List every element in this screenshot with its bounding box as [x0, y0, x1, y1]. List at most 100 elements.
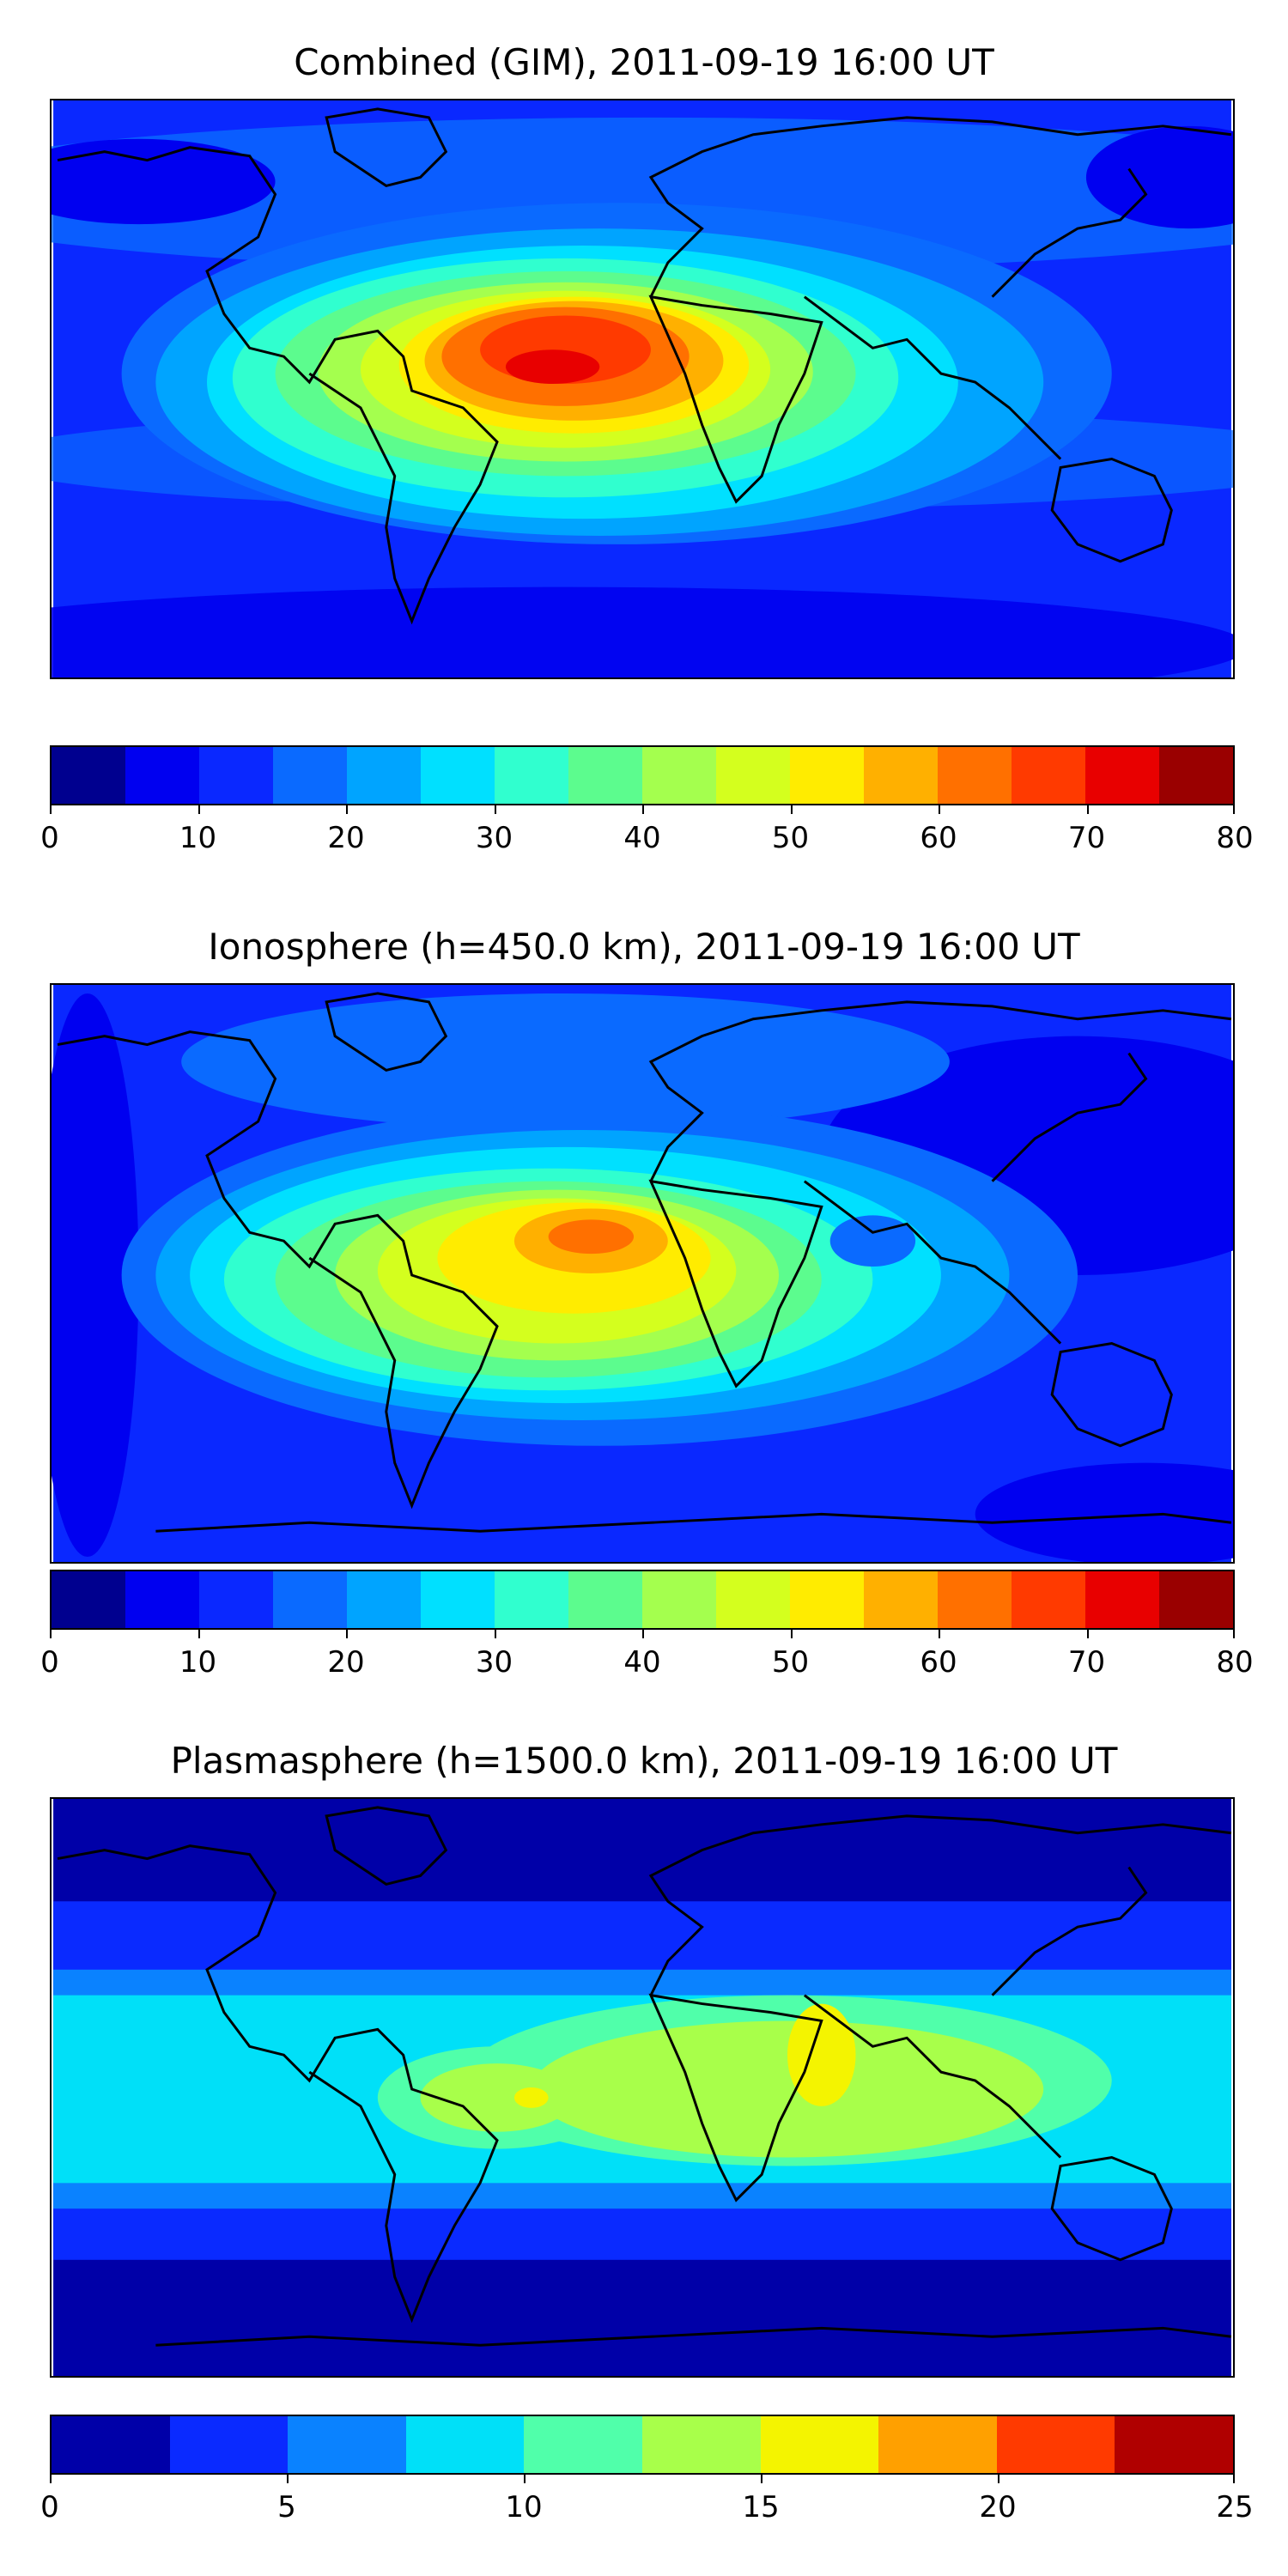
map-combined: [50, 99, 1235, 679]
colorbar-tick: [50, 2475, 52, 2483]
colorbar-segment: [1115, 2416, 1233, 2473]
colorbar-tick-label: 70: [1067, 1645, 1106, 1680]
colorbar-segment: [642, 747, 716, 804]
colorbar-segment: [938, 747, 1012, 804]
colorbar-segment: [52, 747, 125, 804]
colorbar-segment: [495, 747, 568, 804]
colorbar-tick-label: 20: [327, 1645, 365, 1680]
colorbar-segment: [347, 747, 421, 804]
colorbar-tick-label: 30: [475, 1645, 513, 1680]
colorbar-tick-label: 10: [179, 1645, 217, 1680]
coastlines: [57, 1806, 1232, 2347]
colorbar-tick-label: 10: [505, 2490, 543, 2524]
colorbar-tick: [642, 1630, 644, 1638]
colorbar-ticks-plasmasphere: 0 5 10 15 20 25: [40, 2475, 1254, 2526]
colorbar-tick: [1086, 805, 1089, 814]
colorbar-tick: [1233, 1630, 1235, 1638]
colorbar-segment: [273, 747, 347, 804]
colorbar-tick: [287, 2475, 289, 2483]
colorbar-tick-label: 40: [623, 1645, 661, 1680]
colorbar-segment: [52, 1571, 125, 1628]
colorbar-tick: [1233, 2475, 1235, 2483]
colorbar-tick: [197, 1630, 200, 1638]
colorbar-tick: [939, 805, 940, 814]
colorbar-tick-label: 15: [742, 2490, 780, 2524]
colorbar-segment: [524, 2416, 642, 2473]
colorbar-tick: [1086, 1630, 1089, 1638]
colorbar-segment: [125, 1571, 199, 1628]
colorbar-tick: [494, 1630, 496, 1638]
colorbar-tick-label: 80: [1216, 821, 1254, 855]
colorbar-segment: [996, 2416, 1115, 2473]
colorbar-ticks-ionosphere: 0 10 20 30 40 50 60 70 80: [40, 1630, 1254, 1681]
colorbar-segment: [52, 2416, 170, 2473]
colorbar-segment: [938, 1571, 1012, 1628]
colorbar-segment: [199, 747, 273, 804]
colorbar-segment: [1085, 747, 1159, 804]
colorbar-segment: [641, 2416, 761, 2473]
colorbar-segment: [760, 2416, 879, 2473]
colorbar-tick-label: 40: [623, 821, 661, 855]
colorbar-tick: [1233, 805, 1235, 814]
colorbar-segment: [1085, 1571, 1159, 1628]
map-ionosphere: [50, 983, 1235, 1564]
colorbar-tick-label: 50: [771, 1645, 810, 1680]
panel-title-combined: Combined (GIM), 2011-09-19 16:00 UT: [294, 41, 994, 83]
colorbar-segment: [421, 747, 495, 804]
colorbar-tick-label: 70: [1067, 821, 1106, 855]
colorbar-segment: [347, 1571, 421, 1628]
colorbar-segment: [1012, 1571, 1085, 1628]
colorbar-tick-label: 5: [277, 2490, 296, 2524]
colorbar-segment: [716, 1571, 790, 1628]
colorbar-tick-label: 30: [475, 821, 513, 855]
coastlines: [57, 992, 1232, 1533]
colorbar-segment: [495, 1571, 568, 1628]
colorbar-segment: [878, 2416, 997, 2473]
colorbar-tick-label: 60: [920, 1645, 957, 1680]
colorbar-tick: [939, 1630, 940, 1638]
colorbar-tick-label: 0: [40, 2490, 59, 2524]
colorbar-tick-label: 0: [40, 821, 59, 855]
colorbar-tick-label: 50: [771, 821, 810, 855]
map-plasmasphere: [50, 1797, 1235, 2378]
colorbar-tick: [50, 1630, 52, 1638]
colorbar-segment: [864, 1571, 938, 1628]
colorbar-tick-label: 20: [979, 2490, 1017, 2524]
colorbar-segment: [125, 747, 199, 804]
colorbar-tick: [197, 805, 200, 814]
colorbar-tick: [998, 2475, 999, 2483]
colorbar-plasmasphere: [50, 2415, 1235, 2475]
colorbar-tick: [50, 805, 52, 814]
colorbar-tick: [790, 805, 793, 814]
colorbar-segment: [568, 1571, 642, 1628]
colorbar-tick: [524, 2475, 526, 2483]
colorbar-segment: [1012, 747, 1085, 804]
colorbar-tick: [494, 805, 496, 814]
colorbar-segment: [421, 1571, 495, 1628]
colorbar-tick: [346, 805, 348, 814]
colorbar-segment: [169, 2416, 289, 2473]
colorbar-segment: [199, 1571, 273, 1628]
colorbar-tick-label: 20: [327, 821, 365, 855]
colorbar-tick-label: 0: [40, 1645, 59, 1680]
panel-title-ionosphere: Ionosphere (h=450.0 km), 2011-09-19 16:0…: [208, 926, 1080, 968]
tec-contour-map-combined: [52, 100, 1233, 677]
colorbar-segment: [405, 2416, 525, 2473]
tec-contour-map-plasmasphere: [53, 1799, 1232, 2376]
colorbar-segment: [716, 747, 790, 804]
colorbar-tick-label: 25: [1216, 2490, 1254, 2524]
colorbar-segment: [790, 1571, 864, 1628]
colorbar-segment: [790, 747, 864, 804]
colorbar-ticks-combined: 0 10 20 30 40 50 60 70 80: [40, 805, 1254, 857]
colorbar-segment: [288, 2416, 406, 2473]
colorbar-segment: [1159, 747, 1233, 804]
colorbar-segment: [642, 1571, 716, 1628]
colorbar-segment: [1159, 1571, 1233, 1628]
colorbar-segment: [568, 747, 642, 804]
tec-contour-map-ionosphere: [52, 985, 1233, 1562]
colorbar-tick-label: 10: [179, 821, 217, 855]
colorbar-ionosphere: [50, 1570, 1235, 1630]
colorbar-tick-label: 60: [920, 821, 957, 855]
colorbar-tick: [761, 2475, 762, 2483]
colorbar-tick: [346, 1630, 348, 1638]
